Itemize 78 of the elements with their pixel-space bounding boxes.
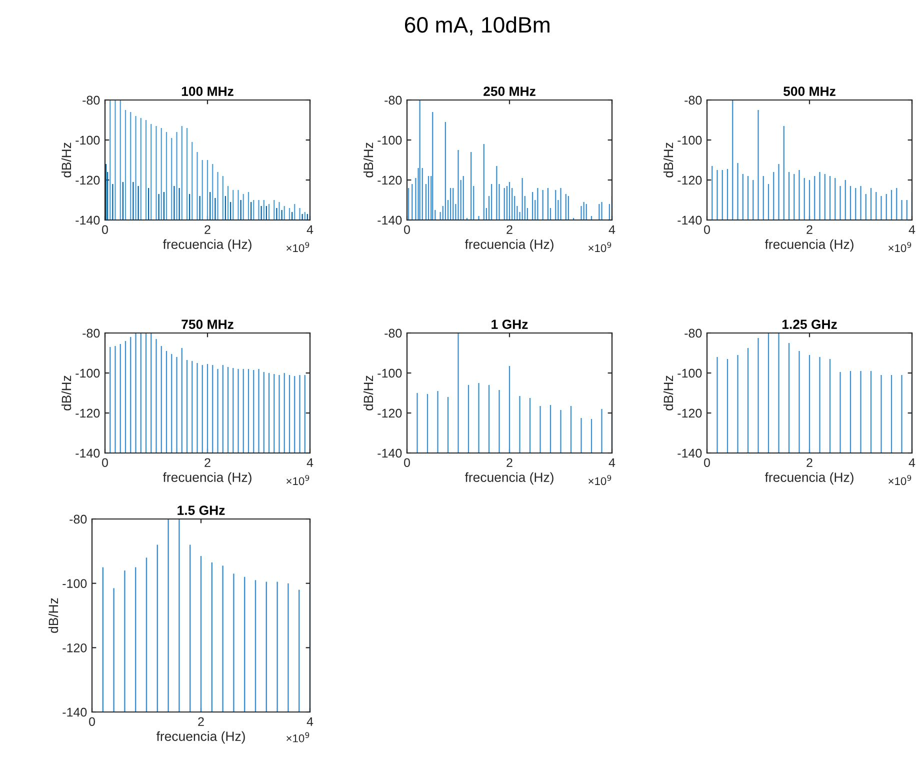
x-tick-label: 0 [89, 717, 95, 726]
y-tick-label: -100 [76, 368, 100, 378]
chart-title: 750 MHz [182, 320, 234, 329]
text: ×10$^{9}$ [588, 474, 612, 486]
chart-title: 1.5 GHz [178, 506, 225, 515]
x-tick-label: 4 [608, 225, 616, 234]
y-tick-label: -120 [378, 408, 402, 418]
y-axis-title: dB/Hz [61, 376, 72, 410]
x-tick-label: 0 [404, 225, 410, 234]
x-axis-title: frecuencia (Hz) [764, 239, 854, 252]
text: ×10$^{9}$ [588, 242, 612, 252]
y-axis-title: dB/Hz [663, 142, 674, 178]
x-tick-label: 0 [102, 225, 108, 234]
y-tick-label: -140 [76, 448, 100, 458]
y-tick-label: -140 [678, 216, 702, 225]
text: ×10$^{9}$ [888, 474, 912, 486]
x-tick-label: 0 [404, 458, 410, 468]
x-tick-label: 0 [704, 225, 710, 234]
x-tick-label: 4 [306, 225, 314, 234]
y-tick-label: -80 [384, 328, 402, 338]
x-tick-label: 4 [608, 458, 616, 467]
x-tick-label: 2 [204, 458, 210, 467]
y-tick-label: -140 [62, 708, 87, 717]
x-tick-label: 0 [704, 458, 710, 468]
y-axis-title: dB/Hz [363, 142, 374, 178]
x-axis-title: frecuencia (Hz) [464, 239, 554, 252]
x-tick-label: 4 [908, 225, 916, 234]
y-tick-label: -140 [76, 216, 100, 225]
y-tick-label: -120 [62, 643, 87, 652]
y-tick-label: -80 [82, 328, 100, 338]
y-axis-title: dB/Hz [61, 142, 72, 178]
y-tick-label: -100 [76, 136, 100, 145]
y-axis-title: dB/Hz [663, 376, 674, 410]
y-tick-label: -100 [62, 579, 87, 588]
y-tick-label: -120 [678, 176, 702, 185]
x-tick-label: 2 [506, 225, 512, 234]
chart-title: 250 MHz [484, 86, 536, 96]
chart-title: 1 GHz [492, 320, 528, 329]
x-axis-title: frecuencia (Hz) [162, 472, 252, 485]
y-axis-title: dB/Hz [363, 376, 374, 410]
x-tick-label: 2 [204, 225, 210, 234]
y-axis-title: dB/Hz [48, 598, 58, 633]
chart-title: 500 MHz [784, 86, 836, 96]
y-tick-label: -120 [378, 176, 402, 185]
x-axis-title: frecuencia (Hz) [764, 472, 854, 485]
y-tick-label: -80 [384, 96, 402, 105]
y-tick-label: -120 [678, 408, 702, 418]
text: 60 mA, 10dBm [405, 16, 550, 36]
y-tick-label: -100 [678, 136, 702, 145]
y-tick-label: -100 [378, 136, 402, 145]
x-tick-label: 2 [806, 225, 812, 234]
chart-title: 1.25 GHz [782, 320, 837, 329]
y-tick-label: -120 [76, 176, 100, 185]
x-tick-label: 2 [506, 458, 512, 467]
x-tick-label: 2 [198, 717, 204, 726]
x-tick-label: 2 [806, 458, 812, 467]
y-tick-label: -80 [684, 328, 702, 338]
text: ×10$^{9}$ [286, 242, 310, 252]
x-tick-label: 4 [306, 717, 314, 726]
y-tick-label: -120 [76, 408, 100, 418]
x-axis-title: frecuencia (Hz) [156, 731, 245, 744]
chart-title: 100 MHz [182, 86, 234, 96]
y-tick-label: -140 [378, 448, 402, 458]
y-tick-label: -80 [82, 96, 100, 105]
x-tick-label: 4 [908, 458, 916, 467]
x-tick-label: 4 [306, 458, 314, 467]
y-tick-label: -80 [70, 514, 87, 524]
x-axis-title: frecuencia (Hz) [162, 239, 252, 252]
text: ×10$^{9}$ [286, 732, 310, 742]
y-tick-label: -100 [678, 368, 702, 378]
y-tick-label: -140 [678, 448, 702, 458]
text: ×10$^{9}$ [286, 474, 310, 486]
text: ×10$^{9}$ [888, 242, 912, 252]
y-tick-label: -100 [378, 368, 402, 378]
x-tick-label: 0 [102, 458, 108, 468]
y-tick-label: -140 [378, 216, 402, 225]
y-tick-label: -80 [684, 96, 702, 105]
x-axis-title: frecuencia (Hz) [464, 472, 554, 485]
